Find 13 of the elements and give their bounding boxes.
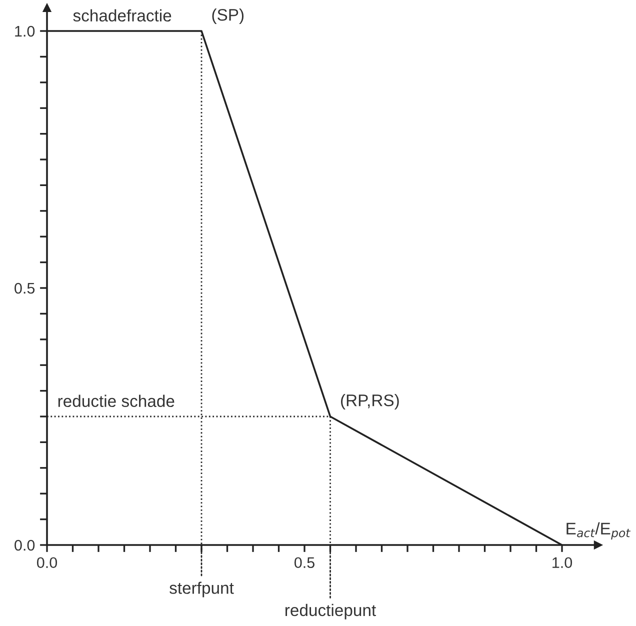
annotation: (SP) [212,8,244,24]
x-axis-title: E$_{act}$/E$_{pot}$ [566,522,631,540]
annotation: (RP,RS) [341,394,399,410]
x-tick-label: 0.5 [294,557,314,568]
ref-line-label: sterfpunt [170,582,234,598]
x-tick-label: 1.0 [552,557,572,568]
y-tick-label: 0.0 [14,540,35,551]
y-axis-title: schadefractie [73,9,172,22]
x-tick-label: 0.0 [36,557,58,568]
ref-line-label: reductiepunt [285,604,376,620]
y-tick-label: 0.5 [14,282,35,294]
ref-line-label: reductie schade [58,394,174,408]
y-tick-label: 1.0 [15,26,35,37]
